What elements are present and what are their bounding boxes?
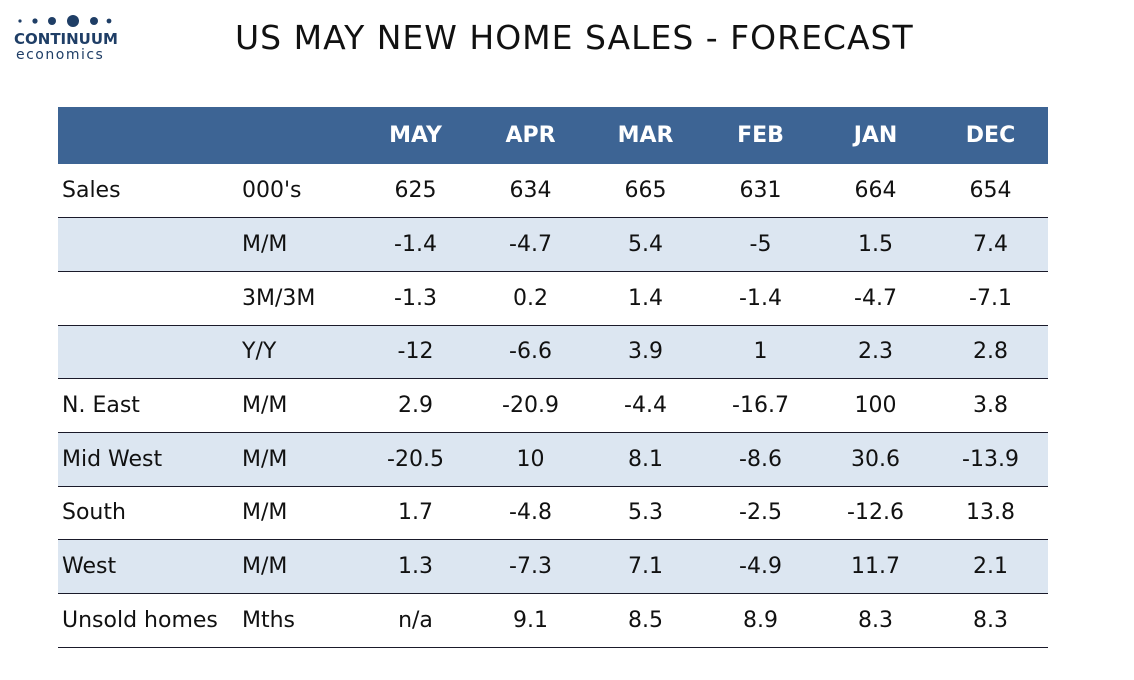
row-unit: M/M [242,554,288,580]
table-cell: n/a [398,607,433,633]
table-cell: 664 [854,178,897,204]
column-header: JAN [853,123,898,148]
row-label: N. East [62,393,140,419]
table-cell: -7.3 [509,554,552,580]
table-cell: 8.5 [628,607,663,633]
table-cell: -4.9 [739,554,782,580]
table-cell: 2.3 [858,339,893,365]
table-cell: 11.7 [851,554,900,580]
table-cell: -1.4 [394,232,437,258]
table-cell: -2.5 [739,500,782,526]
row-unit: M/M [242,232,288,258]
table-cell: 2.8 [973,339,1008,365]
table-header: MAY APR MAR FEB JAN DEC [58,107,1048,164]
table-cell: 3.8 [973,393,1008,419]
table-cell: 1.4 [628,285,663,311]
table-cell: 7.1 [628,554,663,580]
column-header: MAY [389,123,442,148]
table-cell: 5.4 [628,232,663,258]
row-label: Sales [62,178,121,204]
column-header: APR [505,123,556,148]
table-cell: 0.2 [513,285,548,311]
table-cell: -7.1 [969,285,1012,311]
table-cell: 30.6 [851,446,900,472]
row-unit: 000's [242,178,302,204]
table-cell: 8.1 [628,446,663,472]
table-cell: -4.7 [509,232,552,258]
row-label [58,218,238,272]
table-cell: -1.4 [739,285,782,311]
table-cell: -12.6 [847,500,904,526]
row-label: Mid West [62,446,163,472]
table-row: Y/Y -12 -6.6 3.9 1 2.3 2.8 [58,325,1048,379]
table-cell: 8.9 [743,607,778,633]
table-row: Mid West M/M -20.5 10 8.1 -8.6 30.6 -13.9 [58,432,1048,487]
table-cell: -4.8 [509,500,552,526]
table-cell: -5 [749,232,772,258]
table-row: West M/M 1.3 -7.3 7.1 -4.9 11.7 2.1 [58,539,1048,594]
table-cell: 1.7 [398,500,433,526]
table-cell: 9.1 [513,607,548,633]
column-header: MAR [617,123,674,148]
table-cell: 3.9 [628,339,663,365]
table-cell: 625 [394,178,437,204]
table-cell: -20.9 [502,393,559,419]
column-header [238,107,358,164]
row-unit: 3M/3M [242,285,316,311]
row-unit: Y/Y [242,339,277,365]
table-cell: 2.9 [398,393,433,419]
table-cell: 1.5 [858,232,893,258]
home-sales-table: MAY APR MAR FEB JAN DEC Sales 000's 625 634 665 63… [58,107,1048,648]
table-cell: 8.3 [858,607,893,633]
table-row: Unsold homes Mths n/a 9.1 8.5 8.9 8.3 8.3 [58,594,1048,648]
table-row: Sales 000's 625 634 665 631 664 654 [58,164,1048,218]
table-cell: -4.4 [624,393,667,419]
table-cell: -1.3 [394,285,437,311]
table-cell: 631 [739,178,782,204]
logo-dots-icon [18,15,112,27]
table-row: M/M -1.4 -4.7 5.4 -5 1.5 7.4 [58,217,1048,272]
row-unit: M/M [242,446,288,472]
table-body: Sales 000's 625 634 665 631 664 654 M/M -1.4 -4.7 5… [58,164,1048,648]
table-cell: 665 [624,178,667,204]
brand-logo: CONTINUUM economics [14,14,134,63]
row-label [58,325,238,379]
row-label [58,271,238,325]
table-cell: 634 [509,178,552,204]
table-cell: -6.6 [509,339,552,365]
logo-subtext: economics [16,47,105,63]
row-unit: M/M [242,500,288,526]
table-cell: -13.9 [962,446,1019,472]
table-cell: 7.4 [973,232,1008,258]
table-row: N. East M/M 2.9 -20.9 -4.4 -16.7 100 3.8 [58,379,1048,433]
table-cell: -4.7 [854,285,897,311]
header-row: MAY APR MAR FEB JAN DEC [58,107,1048,164]
row-unit: M/M [242,393,288,419]
column-header [58,107,238,164]
column-header: FEB [737,123,784,148]
table-cell: -8.6 [739,446,782,472]
table-row: 3M/3M -1.3 0.2 1.4 -1.4 -4.7 -7.1 [58,271,1048,326]
table-cell: 654 [969,178,1012,204]
table-cell: 1.3 [398,554,433,580]
table-cell: 2.1 [973,554,1008,580]
table-cell: -12 [397,339,434,365]
table-cell: -16.7 [732,393,789,419]
table-cell: 10 [516,446,545,472]
table-cell: 8.3 [973,607,1008,633]
column-header: DEC [965,123,1016,148]
row-label: Unsold homes [62,607,218,633]
logo-wordmark: CONTINUUM [14,30,118,48]
row-label: West [62,554,117,580]
table-cell: 1 [753,339,768,365]
page-title: US MAY NEW HOME SALES - FORECAST [235,18,914,57]
row-unit: Mths [242,607,296,633]
table-cell: 100 [854,393,897,419]
row-label: South [62,500,126,526]
table-row: South M/M 1.7 -4.8 5.3 -2.5 -12.6 13.8 [58,486,1048,540]
table-cell: -20.5 [387,446,444,472]
table-cell: 5.3 [628,500,663,526]
table-cell: 13.8 [966,500,1015,526]
